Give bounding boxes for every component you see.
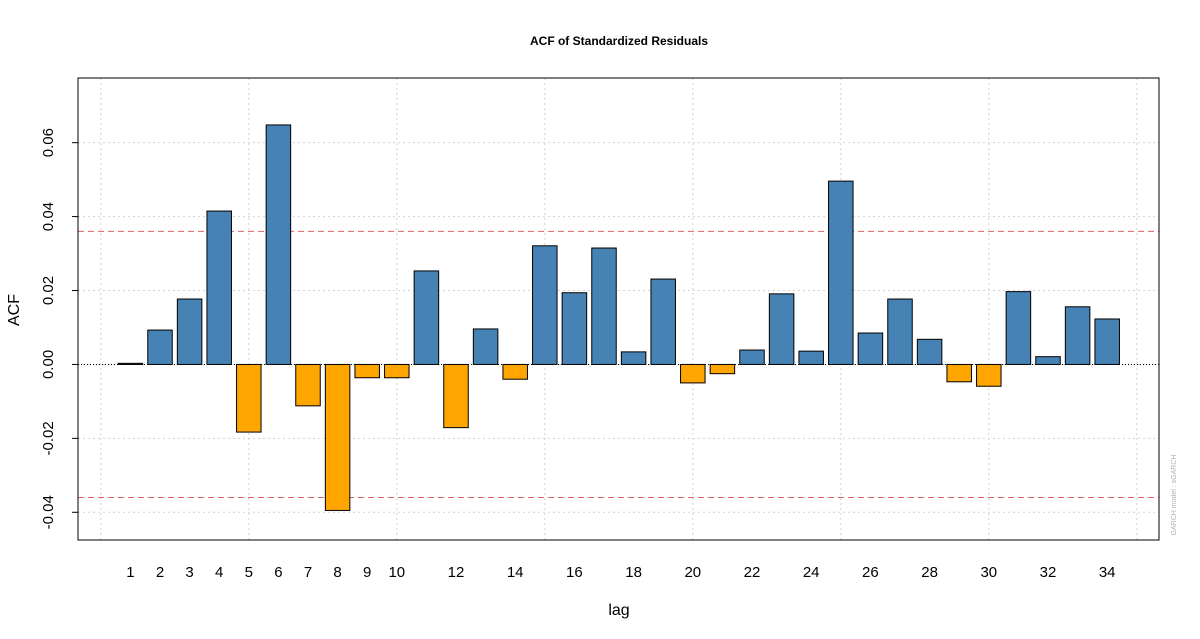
x-tick-label: 20 bbox=[684, 564, 701, 581]
acf-bar-lag-3 bbox=[176, 298, 203, 365]
x-tick-label: 24 bbox=[803, 564, 820, 581]
acf-bar-lag-11 bbox=[413, 270, 440, 365]
acf-bar-lag-34 bbox=[1094, 318, 1120, 365]
acf-bar-lag-26 bbox=[857, 332, 884, 365]
x-tick-label: 5 bbox=[245, 564, 253, 581]
acf-bar-lag-10 bbox=[384, 363, 410, 379]
acf-bar-lag-19 bbox=[650, 278, 676, 365]
acf-bar-lag-15 bbox=[532, 245, 558, 365]
y-tick-label: 0.02 bbox=[40, 276, 57, 305]
x-tick-label: 32 bbox=[1040, 564, 1057, 581]
acf-bar-lag-20 bbox=[680, 363, 706, 384]
acf-bar-lag-29 bbox=[946, 363, 972, 383]
x-tick-label: 3 bbox=[185, 564, 193, 581]
acf-bar-lag-27 bbox=[887, 298, 913, 365]
acf-bar-lag-30 bbox=[976, 363, 1002, 387]
acf-bar-lag-8 bbox=[324, 363, 351, 511]
grid bbox=[78, 78, 1159, 540]
x-tick-label: 12 bbox=[448, 564, 465, 581]
y-tick-label: 0.06 bbox=[40, 128, 57, 157]
acf-bar-lag-32 bbox=[1035, 356, 1061, 365]
x-tick-label: 18 bbox=[625, 564, 642, 581]
x-tick-label: 4 bbox=[215, 564, 223, 581]
x-axis-label: lag bbox=[608, 602, 629, 619]
acf-bar-lag-18 bbox=[620, 351, 647, 365]
acf-bar-lag-12 bbox=[443, 363, 469, 429]
y-tick-label: -0.02 bbox=[40, 421, 57, 455]
acf-bar-lag-22 bbox=[739, 349, 765, 365]
y-tick-label: 0.00 bbox=[40, 350, 57, 379]
y-axis-label: ACF bbox=[6, 294, 23, 326]
x-tick-label: 9 bbox=[363, 564, 371, 581]
y-tick-label: -0.04 bbox=[40, 495, 57, 529]
x-tick-label: 1 bbox=[126, 564, 134, 581]
acf-bar-lag-13 bbox=[472, 328, 499, 365]
acf-bar-lag-1 bbox=[117, 362, 144, 365]
acf-bar-lag-6 bbox=[265, 124, 292, 365]
x-tick-label: 7 bbox=[304, 564, 312, 581]
acf-bar-lag-16 bbox=[561, 292, 588, 365]
x-tick-label: 8 bbox=[333, 564, 341, 581]
x-tick-label: 16 bbox=[566, 564, 583, 581]
watermark: GARCH model : sGARCH bbox=[1171, 455, 1178, 536]
x-tick-label: 6 bbox=[274, 564, 282, 581]
x-tick-label: 10 bbox=[388, 564, 405, 581]
x-tick-label: 14 bbox=[507, 564, 524, 581]
acf-bar-lag-7 bbox=[295, 363, 321, 407]
bars bbox=[117, 124, 1120, 511]
acf-bar-lag-33 bbox=[1064, 306, 1091, 365]
x-tick-label: 2 bbox=[156, 564, 164, 581]
acf-bar-lag-23 bbox=[768, 293, 795, 365]
y-tick-label: 0.04 bbox=[40, 202, 57, 231]
acf-bar-lag-2 bbox=[147, 329, 173, 365]
acf-bar-lag-5 bbox=[236, 363, 262, 433]
acf-bar-lag-25 bbox=[828, 180, 854, 365]
acf-bar-lag-9 bbox=[354, 363, 380, 379]
x-tick-label: 26 bbox=[862, 564, 879, 581]
acf-bar-lag-17 bbox=[591, 247, 617, 365]
plot-frame bbox=[77, 77, 1160, 541]
x-tick-label: 28 bbox=[921, 564, 938, 581]
acf-bar-lag-14 bbox=[502, 363, 528, 380]
confidence-bounds bbox=[78, 230, 1159, 498]
y-tick-labels: -0.04 -0.02 0.00 0.02 0.04 0.06 bbox=[40, 128, 78, 529]
acf-bar-lag-4 bbox=[206, 210, 232, 365]
acf-bar-lag-24 bbox=[798, 350, 824, 365]
acf-bar-lag-21 bbox=[709, 363, 736, 375]
x-tick-label: 30 bbox=[980, 564, 997, 581]
acf-bar-lag-28 bbox=[916, 338, 943, 365]
x-tick-label: 34 bbox=[1099, 564, 1116, 581]
chart-title: ACF of Standardized Residuals bbox=[530, 34, 708, 48]
x-tick-label: 22 bbox=[744, 564, 761, 581]
x-tick-labels: 1 2 3 4 5 6 7 8 9 10 12 14 16 18 20 22 24 26 28 30 32 34 bbox=[126, 564, 1115, 581]
acf-bar-lag-31 bbox=[1005, 291, 1032, 365]
